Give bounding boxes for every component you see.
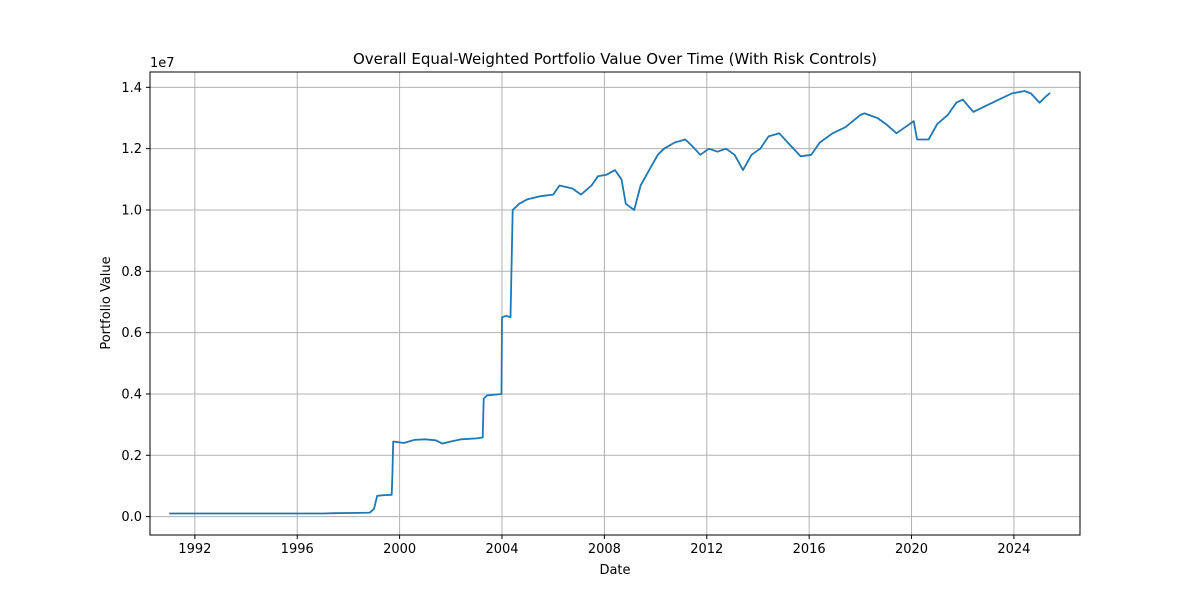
x-tick-label: 2008: [588, 542, 621, 557]
y-tick-label: 0.2: [121, 449, 142, 464]
y-tick-label: 1.4: [121, 81, 142, 96]
x-tick-label: 1992: [178, 542, 211, 557]
y-axis-label: Portfolio Value: [99, 256, 114, 349]
series-layer: [169, 90, 1051, 515]
x-tick-label: 2024: [997, 542, 1030, 557]
x-tick-label: 1996: [281, 542, 314, 557]
y-tick-label: 0.6: [121, 326, 142, 341]
x-axis: 1992 1996 2000 2004 2008 2012 2016 2020 2024: [178, 535, 1030, 557]
x-tick-label: 2020: [895, 542, 928, 557]
x-tick-label: 2004: [485, 542, 518, 557]
y-axis-offset-label: 1e7: [150, 56, 175, 71]
series-line-portfolio-value: [169, 90, 1051, 515]
chart-title: Overall Equal-Weighted Portfolio Value O…: [353, 50, 877, 68]
y-axis: 0.0 0.2 0.4 0.6 0.8 1.0 1.2 1.4: [121, 81, 150, 525]
x-tick-label: 2012: [690, 542, 723, 557]
y-tick-label: 0.8: [121, 265, 142, 280]
y-tick-label: 0.0: [121, 510, 142, 525]
x-axis-label: Date: [599, 563, 630, 578]
x-tick-label: 2016: [793, 542, 826, 557]
x-tick-label: 2000: [383, 542, 416, 557]
y-tick-label: 1.0: [121, 203, 142, 218]
y-tick-label: 0.4: [121, 387, 142, 402]
y-tick-label: 1.2: [121, 142, 142, 157]
plot-frame: [149, 71, 1081, 536]
